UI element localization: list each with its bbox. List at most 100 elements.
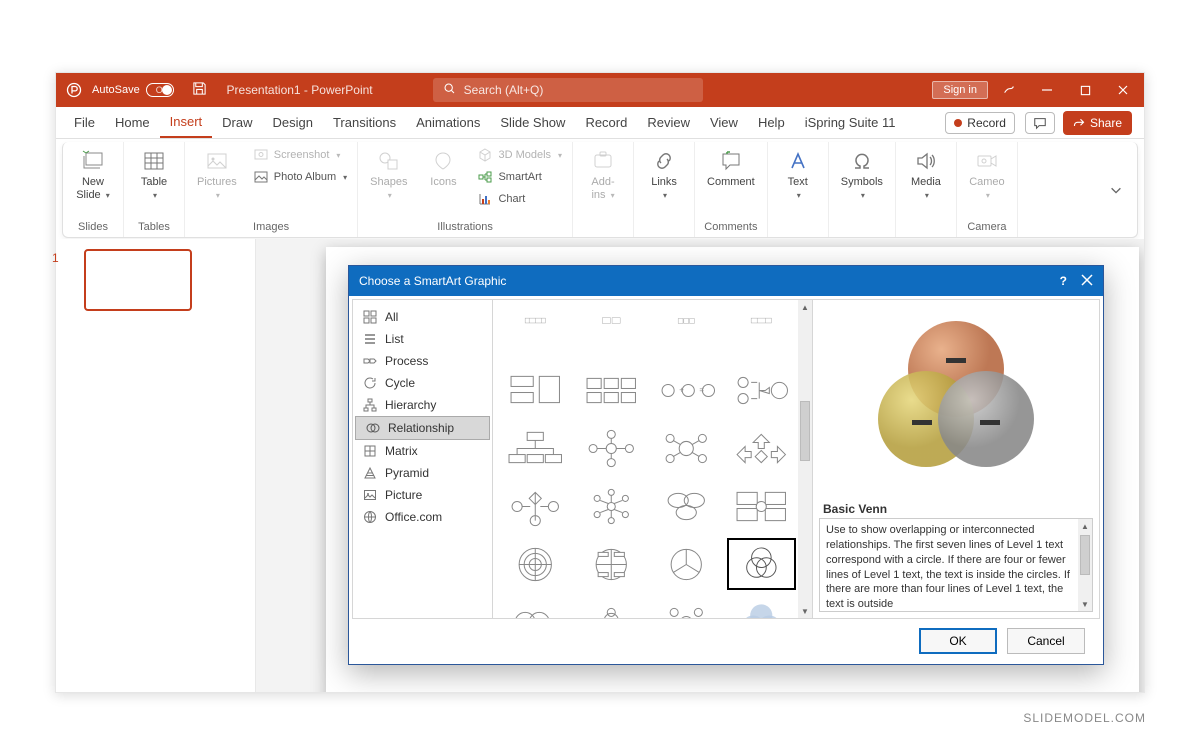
dialog-close-button[interactable] — [1081, 274, 1093, 289]
tab-record[interactable]: Record — [575, 107, 637, 138]
cortana-mic-icon[interactable] — [992, 73, 1026, 107]
sa-thumb[interactable] — [576, 480, 645, 532]
sa-thumb[interactable] — [727, 596, 796, 618]
screenshot-button[interactable]: Screenshot▾ — [251, 146, 349, 164]
ok-button[interactable]: OK — [919, 628, 997, 654]
description-scrollbar[interactable]: ▲ ▼ — [1078, 519, 1092, 611]
tab-draw[interactable]: Draw — [212, 107, 262, 138]
category-relationship[interactable]: Relationship — [355, 416, 490, 440]
table-icon — [141, 148, 167, 174]
pictures-button[interactable]: Pictures▾ — [193, 146, 241, 203]
smartart-thumbnails: += — [493, 300, 813, 618]
scroll-down-icon[interactable]: ▼ — [798, 604, 812, 618]
relationship-icon — [366, 421, 380, 435]
sa-thumb[interactable] — [501, 422, 570, 474]
shapes-button[interactable]: Shapes▾ — [366, 146, 411, 203]
maximize-button[interactable] — [1068, 73, 1102, 107]
save-icon[interactable] — [192, 81, 207, 99]
all-icon — [363, 310, 377, 324]
tab-animations[interactable]: Animations — [406, 107, 490, 138]
sa-thumb[interactable] — [652, 596, 721, 618]
tab-insert[interactable]: Insert — [160, 107, 213, 138]
tab-file[interactable]: File — [64, 107, 105, 138]
3dmodels-button[interactable]: 3D Models▾ — [475, 146, 564, 164]
scroll-up-icon[interactable]: ▲ — [1078, 519, 1092, 533]
category-picture[interactable]: Picture — [353, 484, 492, 506]
slide-thumbnail-1[interactable] — [84, 249, 192, 311]
shapes-icon — [376, 148, 402, 174]
category-cycle[interactable]: Cycle — [353, 372, 492, 394]
tab-help[interactable]: Help — [748, 107, 795, 138]
category-hierarchy[interactable]: Hierarchy — [353, 394, 492, 416]
sa-thumb[interactable] — [576, 422, 645, 474]
sa-thumb[interactable] — [652, 480, 721, 532]
tab-home[interactable]: Home — [105, 107, 160, 138]
dialog-titlebar: Choose a SmartArt Graphic ? — [349, 266, 1103, 296]
record-button[interactable]: Record — [945, 112, 1015, 134]
category-pyramid[interactable]: Pyramid — [353, 462, 492, 484]
sa-thumb[interactable] — [652, 306, 721, 326]
ribbon-insert: NewSlide ▾ Slides Table▾ Tables Pictures… — [62, 142, 1138, 238]
search-box[interactable]: Search (Alt+Q) — [433, 78, 703, 102]
smartart-button[interactable]: SmartArt — [475, 168, 564, 186]
autosave-toggle[interactable]: AutoSave Off — [92, 83, 168, 97]
search-placeholder: Search (Alt+Q) — [464, 83, 544, 97]
sa-thumb[interactable] — [576, 538, 645, 590]
tab-transitions[interactable]: Transitions — [323, 107, 406, 138]
category-list[interactable]: List — [353, 328, 492, 350]
tab-ispring[interactable]: iSpring Suite 11 — [795, 107, 906, 138]
tab-view[interactable]: View — [700, 107, 748, 138]
table-button[interactable]: Table▾ — [132, 146, 176, 203]
close-button[interactable] — [1106, 73, 1140, 107]
sa-thumb[interactable] — [501, 306, 570, 326]
scroll-down-icon[interactable]: ▼ — [1078, 597, 1092, 611]
media-button[interactable]: Media▾ — [904, 146, 948, 203]
cameo-button[interactable]: Cameo▾ — [965, 146, 1009, 203]
sa-thumb[interactable] — [652, 422, 721, 474]
group-media: Media▾ — [896, 142, 957, 237]
dialog-help-button[interactable]: ? — [1060, 274, 1067, 288]
collapse-ribbon-button[interactable] — [1095, 142, 1137, 237]
category-process[interactable]: Process — [353, 350, 492, 372]
process-icon — [363, 354, 377, 368]
icons-button[interactable]: Icons — [421, 146, 465, 191]
category-office[interactable]: Office.com — [353, 506, 492, 528]
sa-thumb[interactable] — [501, 596, 570, 618]
chart-button[interactable]: Chart — [475, 190, 564, 208]
comments-pane-button[interactable] — [1025, 112, 1055, 134]
tab-review[interactable]: Review — [637, 107, 700, 138]
addins-button[interactable]: Add-ins ▾ — [581, 146, 625, 203]
signin-button[interactable]: Sign in — [932, 81, 988, 99]
sa-thumb[interactable] — [727, 364, 796, 416]
cameo-icon — [974, 148, 1000, 174]
sa-thumb[interactable] — [501, 480, 570, 532]
links-button[interactable]: Links▾ — [642, 146, 686, 203]
sa-thumb[interactable] — [501, 364, 570, 416]
sa-thumb[interactable] — [501, 538, 570, 590]
sa-thumb[interactable] — [576, 596, 645, 618]
tab-design[interactable]: Design — [263, 107, 323, 138]
sa-thumb[interactable]: += — [652, 364, 721, 416]
smartart-dialog: Choose a SmartArt Graphic ? All List Pro… — [348, 265, 1104, 665]
sa-thumb[interactable] — [727, 480, 796, 532]
sa-thumb[interactable] — [576, 306, 645, 326]
sa-thumb[interactable] — [727, 422, 796, 474]
tab-slideshow[interactable]: Slide Show — [490, 107, 575, 138]
thumbnails-scrollbar[interactable]: ▲ ▼ — [798, 300, 812, 618]
sa-thumb[interactable] — [727, 306, 796, 326]
minimize-button[interactable] — [1030, 73, 1064, 107]
sa-thumb[interactable] — [576, 364, 645, 416]
comment-button[interactable]: Comment — [703, 146, 759, 191]
share-button[interactable]: Share — [1063, 111, 1132, 135]
scroll-up-icon[interactable]: ▲ — [798, 300, 812, 314]
symbols-button[interactable]: Symbols▾ — [837, 146, 887, 203]
cancel-button[interactable]: Cancel — [1007, 628, 1085, 654]
sa-thumb-basic-venn[interactable] — [727, 538, 796, 590]
category-matrix[interactable]: Matrix — [353, 440, 492, 462]
new-slide-button[interactable]: NewSlide ▾ — [71, 146, 115, 203]
photo-album-button[interactable]: Photo Album▾ — [251, 168, 349, 186]
sa-thumb[interactable] — [652, 538, 721, 590]
cube-icon — [477, 147, 493, 163]
category-all[interactable]: All — [353, 306, 492, 328]
text-button[interactable]: Text▾ — [776, 146, 820, 203]
